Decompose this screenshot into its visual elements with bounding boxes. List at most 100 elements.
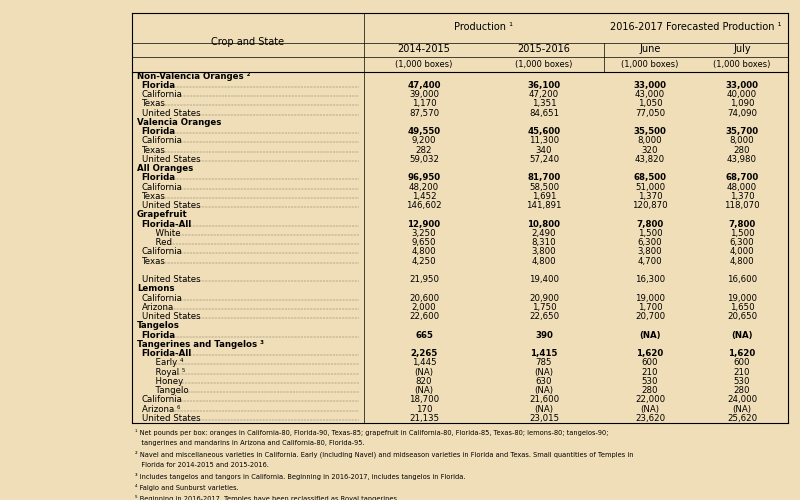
Text: 280: 280 [734,146,750,154]
Text: 39,000: 39,000 [409,90,439,99]
Text: 4,800: 4,800 [532,256,556,266]
Text: 23,015: 23,015 [529,414,559,423]
Text: 19,000: 19,000 [635,294,665,302]
Text: 36,100: 36,100 [527,81,561,90]
Text: 1,090: 1,090 [730,100,754,108]
Text: Florida: Florida [142,81,176,90]
Text: California: California [142,136,182,145]
Text: ³ Includes tangelos and tangors in California. Beginning in 2016-2017, includes : ³ Includes tangelos and tangors in Calif… [135,473,466,480]
Text: All Oranges: All Oranges [137,164,193,173]
Text: United States: United States [142,275,200,284]
Text: Arizona: Arizona [142,303,174,312]
Text: 2015-2016: 2015-2016 [518,44,570,54]
Text: Tangerines and Tangelos ³: Tangerines and Tangelos ³ [137,340,264,349]
Text: 340: 340 [536,146,552,154]
Text: 3,800: 3,800 [532,248,556,256]
Text: Crop and State: Crop and State [211,37,285,47]
Text: White: White [150,229,180,238]
Text: tangerines and mandarins in Arizona and California-80, Florida-95.: tangerines and mandarins in Arizona and … [135,440,365,446]
Text: 49,550: 49,550 [407,127,441,136]
Text: 1,750: 1,750 [532,303,556,312]
Text: 8,000: 8,000 [730,136,754,145]
Text: 280: 280 [734,386,750,395]
Text: Florida: Florida [142,174,176,182]
Text: 4,800: 4,800 [412,248,436,256]
Text: 19,400: 19,400 [529,275,559,284]
Text: 9,650: 9,650 [412,238,436,247]
Text: Florida-All: Florida-All [142,220,192,228]
Text: ¹ Net pounds per box: oranges in California-80, Florida-90, Texas-85; grapefruit: ¹ Net pounds per box: oranges in Califor… [135,429,609,436]
Text: Florida: Florida [142,330,176,340]
Text: Florida: Florida [142,127,176,136]
Text: 1,170: 1,170 [412,100,436,108]
Text: ⁴ Falgio and Sunburst varieties.: ⁴ Falgio and Sunburst varieties. [135,484,239,491]
Text: United States: United States [142,414,200,423]
Text: 7,800: 7,800 [728,220,756,228]
Text: Valencia Oranges: Valencia Oranges [137,118,221,127]
Text: 35,500: 35,500 [634,127,666,136]
Text: 1,700: 1,700 [638,303,662,312]
Text: 8,310: 8,310 [532,238,556,247]
Text: United States: United States [142,108,200,118]
Text: 1,620: 1,620 [728,349,756,358]
Text: Arizona ⁶: Arizona ⁶ [142,404,180,413]
Text: 35,700: 35,700 [726,127,758,136]
Text: Texas: Texas [142,100,166,108]
Text: 2,000: 2,000 [412,303,436,312]
Text: Production ¹: Production ¹ [454,22,514,32]
Text: 1,370: 1,370 [730,192,754,201]
Text: 4,700: 4,700 [638,256,662,266]
Text: 118,070: 118,070 [724,201,760,210]
Text: 1,620: 1,620 [636,349,664,358]
Text: 48,200: 48,200 [409,182,439,192]
Text: (NA): (NA) [534,404,554,413]
Text: 22,000: 22,000 [635,396,665,404]
Text: Texas: Texas [142,256,166,266]
Text: 170: 170 [416,404,432,413]
Text: 1,351: 1,351 [532,100,556,108]
Text: 22,600: 22,600 [409,312,439,321]
Text: 2016-2017 Forecasted Production ¹: 2016-2017 Forecasted Production ¹ [610,22,782,32]
Text: 1,050: 1,050 [638,100,662,108]
Text: 282: 282 [416,146,432,154]
Text: 87,570: 87,570 [409,108,439,118]
Text: 1,500: 1,500 [638,229,662,238]
Text: Florida-All: Florida-All [142,349,192,358]
Text: 3,800: 3,800 [638,248,662,256]
Text: California: California [142,182,182,192]
Text: 1,452: 1,452 [412,192,436,201]
Text: 1,691: 1,691 [532,192,556,201]
Text: (1,000 boxes): (1,000 boxes) [515,60,573,68]
Text: (NA): (NA) [534,386,554,395]
Text: 84,651: 84,651 [529,108,559,118]
Text: June: June [639,44,661,54]
Text: Lemons: Lemons [137,284,174,294]
Text: 1,650: 1,650 [730,303,754,312]
Text: 96,950: 96,950 [407,174,441,182]
Text: Texas: Texas [142,146,166,154]
Text: Grapefruit: Grapefruit [137,210,187,220]
Text: 19,000: 19,000 [727,294,757,302]
Text: 141,891: 141,891 [526,201,562,210]
Text: 77,050: 77,050 [635,108,665,118]
Text: 2014-2015: 2014-2015 [398,44,450,54]
Text: 20,900: 20,900 [529,294,559,302]
Text: United States: United States [142,312,200,321]
Text: 24,000: 24,000 [727,396,757,404]
Text: 16,300: 16,300 [635,275,665,284]
Text: 22,650: 22,650 [529,312,559,321]
Text: (NA): (NA) [733,404,751,413]
Text: 47,400: 47,400 [407,81,441,90]
Text: California: California [142,294,182,302]
Text: 4,800: 4,800 [730,256,754,266]
Text: ⁵ Beginning in 2016-2017, Temples have been reclassified as Royal tangerines.: ⁵ Beginning in 2016-2017, Temples have b… [135,495,399,500]
Text: 57,240: 57,240 [529,155,559,164]
Text: 3,250: 3,250 [412,229,436,238]
Text: 1,415: 1,415 [530,349,558,358]
Text: 210: 210 [642,368,658,376]
Text: 40,000: 40,000 [727,90,757,99]
Text: Early ⁴: Early ⁴ [150,358,183,368]
Text: (NA): (NA) [639,330,661,340]
Text: ² Navel and miscellaneous varieties in California. Early (including Navel) and m: ² Navel and miscellaneous varieties in C… [135,451,634,458]
Text: 6,300: 6,300 [730,238,754,247]
